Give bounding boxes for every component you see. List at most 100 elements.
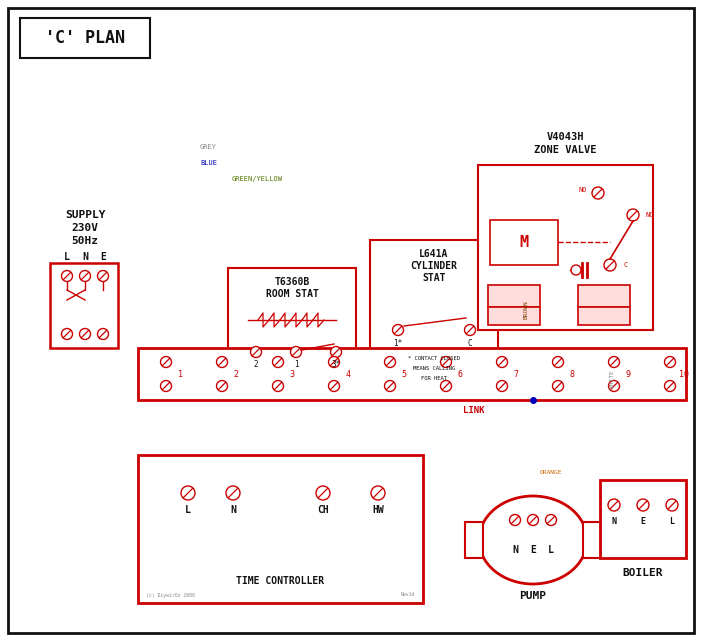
Circle shape <box>496 381 508 392</box>
Text: T6360B: T6360B <box>274 277 310 287</box>
Text: PUMP: PUMP <box>519 591 546 601</box>
FancyBboxPatch shape <box>8 8 694 633</box>
Circle shape <box>465 324 475 335</box>
Circle shape <box>79 271 91 281</box>
Text: 50Hz: 50Hz <box>72 236 98 246</box>
Text: GREEN/YELLOW: GREEN/YELLOW <box>232 176 283 182</box>
Text: NC: NC <box>645 212 654 218</box>
Text: 3*: 3* <box>331 360 340 369</box>
Circle shape <box>552 381 564 392</box>
Text: ORANGE: ORANGE <box>540 469 562 474</box>
Circle shape <box>79 328 91 340</box>
Circle shape <box>392 324 404 335</box>
Circle shape <box>627 209 639 221</box>
Circle shape <box>216 356 227 367</box>
FancyBboxPatch shape <box>20 18 150 58</box>
Circle shape <box>62 271 72 281</box>
Circle shape <box>571 265 581 275</box>
Circle shape <box>226 486 240 500</box>
Text: V4043H: V4043H <box>547 132 584 142</box>
Text: 1: 1 <box>293 360 298 369</box>
FancyBboxPatch shape <box>478 165 653 330</box>
Text: CYLINDER: CYLINDER <box>411 261 458 271</box>
Text: 1: 1 <box>178 369 183 378</box>
FancyBboxPatch shape <box>488 285 540 307</box>
Text: L: L <box>670 517 675 526</box>
Circle shape <box>98 271 109 281</box>
Text: BOILER: BOILER <box>623 568 663 578</box>
Circle shape <box>604 259 616 271</box>
Text: ROOM STAT: ROOM STAT <box>265 289 319 299</box>
Text: 5: 5 <box>402 369 406 378</box>
Text: N: N <box>611 517 616 526</box>
Circle shape <box>216 381 227 392</box>
Text: N: N <box>512 545 518 555</box>
Text: BLUE: BLUE <box>200 160 217 166</box>
Text: E: E <box>100 252 106 262</box>
Text: 6: 6 <box>458 369 463 378</box>
Text: ZONE VALVE: ZONE VALVE <box>534 145 597 155</box>
Circle shape <box>609 356 619 367</box>
FancyBboxPatch shape <box>228 268 356 376</box>
Text: LINK: LINK <box>463 406 485 415</box>
Circle shape <box>316 486 330 500</box>
Circle shape <box>98 328 109 340</box>
Text: L: L <box>185 505 191 515</box>
Text: GREY: GREY <box>200 144 217 150</box>
Circle shape <box>552 356 564 367</box>
Ellipse shape <box>479 496 587 584</box>
Circle shape <box>181 486 195 500</box>
Circle shape <box>62 328 72 340</box>
Circle shape <box>592 187 604 199</box>
Circle shape <box>527 515 538 526</box>
Text: BROWN: BROWN <box>524 301 529 319</box>
Text: 9: 9 <box>625 369 630 378</box>
Text: * CONTACT CLOSED: * CONTACT CLOSED <box>408 356 460 360</box>
Circle shape <box>371 486 385 500</box>
Text: WHITE: WHITE <box>611 370 616 389</box>
Circle shape <box>329 356 340 367</box>
Text: Rev1d: Rev1d <box>401 592 415 597</box>
Text: C: C <box>468 338 472 347</box>
Text: C: C <box>624 262 628 268</box>
Text: NO: NO <box>578 187 588 193</box>
FancyBboxPatch shape <box>600 480 686 558</box>
Circle shape <box>608 499 620 511</box>
Text: 7: 7 <box>513 369 519 378</box>
Circle shape <box>609 381 619 392</box>
Text: 10: 10 <box>679 369 689 378</box>
FancyBboxPatch shape <box>50 263 118 348</box>
FancyBboxPatch shape <box>465 522 483 558</box>
Text: STAT: STAT <box>422 273 446 283</box>
Text: 'C' PLAN: 'C' PLAN <box>45 29 125 47</box>
Circle shape <box>161 381 171 392</box>
Circle shape <box>440 381 451 392</box>
Text: 2: 2 <box>234 369 239 378</box>
FancyBboxPatch shape <box>578 307 630 325</box>
Circle shape <box>545 515 557 526</box>
FancyBboxPatch shape <box>583 522 601 558</box>
Circle shape <box>331 347 341 358</box>
FancyBboxPatch shape <box>490 220 558 265</box>
Text: 8: 8 <box>569 369 574 378</box>
Circle shape <box>637 499 649 511</box>
FancyBboxPatch shape <box>370 240 498 392</box>
FancyBboxPatch shape <box>488 307 540 325</box>
FancyBboxPatch shape <box>138 348 686 400</box>
Text: L641A: L641A <box>419 249 449 259</box>
Circle shape <box>496 356 508 367</box>
Text: E: E <box>640 517 646 526</box>
Text: 3: 3 <box>289 369 295 378</box>
Circle shape <box>440 356 451 367</box>
Circle shape <box>329 381 340 392</box>
Circle shape <box>665 356 675 367</box>
Circle shape <box>510 515 520 526</box>
Circle shape <box>272 381 284 392</box>
Text: 4: 4 <box>345 369 350 378</box>
Circle shape <box>161 356 171 367</box>
Text: (c) DiywirOz 2000: (c) DiywirOz 2000 <box>146 592 195 597</box>
Text: M: M <box>519 235 529 249</box>
Circle shape <box>385 381 395 392</box>
Circle shape <box>385 356 395 367</box>
Text: SUPPLY: SUPPLY <box>65 210 105 220</box>
